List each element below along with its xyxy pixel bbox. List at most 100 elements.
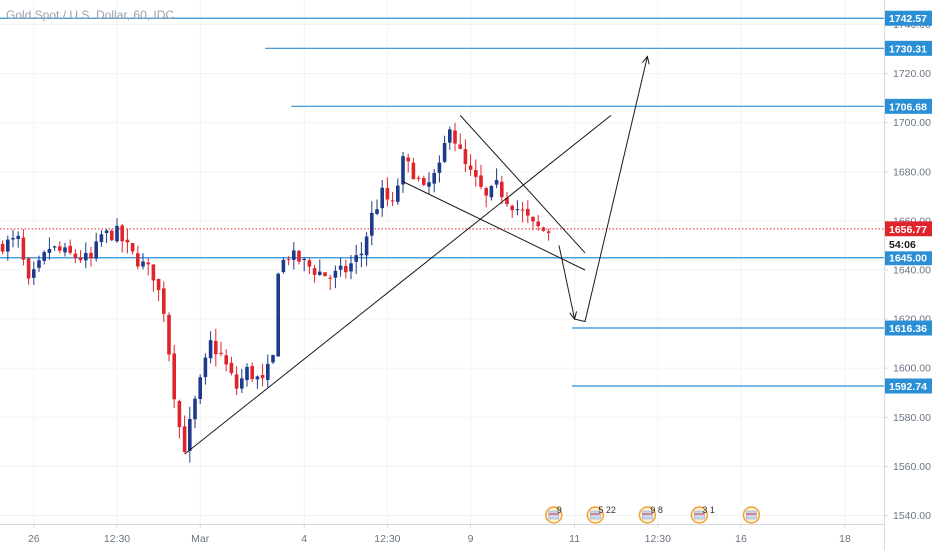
level-tag-bg xyxy=(885,320,932,336)
level-tag: 1645.00 xyxy=(889,253,927,265)
price-tick-label: 1640.00 xyxy=(893,265,931,277)
current-price-tag-bg xyxy=(885,221,932,237)
event-flag-inner xyxy=(548,510,560,520)
trend-line[interactable] xyxy=(459,115,586,254)
candle-body xyxy=(479,175,483,187)
candle-body xyxy=(474,170,478,177)
price-axis[interactable]: 1540.001560.001580.001600.001620.001640.… xyxy=(884,0,932,550)
candle-body xyxy=(375,209,379,214)
price-tick-label: 1540.00 xyxy=(893,510,931,522)
arrow-head-down xyxy=(569,311,577,321)
time-tick-label: 11 xyxy=(569,533,580,545)
event-flag-inner xyxy=(590,510,601,520)
event-count: 9 xyxy=(557,505,562,515)
candle-body xyxy=(364,236,369,256)
candle-body xyxy=(390,200,395,202)
horizontal-levels[interactable] xyxy=(0,17,884,387)
trend-line[interactable] xyxy=(402,181,586,271)
candle-body xyxy=(359,253,364,256)
candle-body xyxy=(99,234,104,242)
candle-body xyxy=(162,288,166,314)
candle-body xyxy=(546,231,551,233)
candle-body xyxy=(323,272,327,277)
countdown-tag: 54:06 xyxy=(889,239,916,251)
symbol-legend[interactable]: Gold Spot / U.S. Dollar, 60, IDC xyxy=(6,8,175,22)
candle-body xyxy=(26,258,31,279)
time-tick-label: 26 xyxy=(28,533,40,545)
trend-line[interactable] xyxy=(184,114,612,455)
candle-body xyxy=(115,225,119,242)
candle-body xyxy=(536,221,540,227)
price-axis-bg xyxy=(884,0,932,550)
candle-body xyxy=(0,243,5,252)
candle-body xyxy=(276,273,280,357)
candle-body xyxy=(494,180,499,185)
candle-body xyxy=(172,353,176,400)
level-tag: 1730.31 xyxy=(889,43,927,55)
candle-body xyxy=(219,352,223,354)
price-tick-label: 1720.00 xyxy=(893,68,931,80)
candle-body xyxy=(510,205,514,211)
level-tag-bg xyxy=(885,98,932,114)
candle-body xyxy=(94,241,98,259)
level-tag: 1616.36 xyxy=(889,323,927,335)
time-tick-label: 12:30 xyxy=(374,533,400,545)
price-tick-label: 1600.00 xyxy=(893,363,931,375)
candle-body xyxy=(234,374,239,389)
candle-body xyxy=(500,181,504,198)
candle-body xyxy=(6,239,10,252)
candle-body xyxy=(406,157,410,162)
level-tag-bg xyxy=(885,40,932,56)
candle-body xyxy=(318,271,322,275)
candle-body xyxy=(130,243,135,252)
time-tick-label: 12:30 xyxy=(104,533,130,545)
candle-body xyxy=(354,255,358,262)
level-tag-bg xyxy=(885,250,932,266)
event-markers[interactable]: 9 5 22 9 8 3 1 xyxy=(545,505,761,524)
candle-body xyxy=(156,278,161,291)
candle-body xyxy=(531,216,535,222)
current-price-tag: 1656.77 xyxy=(889,224,927,236)
chart-grid xyxy=(0,0,884,524)
time-tick-label: 16 xyxy=(735,533,747,545)
projection-path[interactable] xyxy=(558,56,648,323)
time-axis[interactable]: 26 12:30 Mar 4 12:30 9 11 12:30 16 18 xyxy=(0,524,884,550)
candle-body xyxy=(47,248,52,253)
candle-body xyxy=(312,268,317,275)
candle-body xyxy=(427,182,431,187)
candle-body xyxy=(208,340,213,359)
price-tick-label: 1560.00 xyxy=(893,461,931,473)
candle-body xyxy=(302,258,306,260)
level-tag: 1592.74 xyxy=(889,381,927,393)
candle-body xyxy=(453,130,457,144)
candle-body xyxy=(52,246,57,248)
event-flag-inner xyxy=(746,510,757,520)
candle-body xyxy=(125,239,130,243)
candle-body xyxy=(370,212,374,236)
candle-body xyxy=(141,261,145,267)
candle-body xyxy=(224,355,228,365)
candle-body xyxy=(541,227,546,231)
countdown-tag-bg xyxy=(885,236,932,252)
candle-body xyxy=(458,144,462,149)
candle-body xyxy=(151,264,156,281)
time-tick-label: 12:30 xyxy=(645,533,671,545)
candle-series xyxy=(0,122,551,463)
candle-body xyxy=(260,374,265,379)
candle-body xyxy=(11,238,15,240)
trend-drawings[interactable] xyxy=(184,55,650,455)
price-tick-label: 1680.00 xyxy=(893,166,931,178)
candle-body xyxy=(68,245,72,253)
candle-body xyxy=(401,156,405,185)
candle-body xyxy=(84,252,88,261)
candle-body xyxy=(286,259,291,261)
candle-body xyxy=(292,250,296,260)
candle-body xyxy=(396,185,400,202)
candle-body xyxy=(349,263,353,272)
candle-body xyxy=(307,260,312,267)
candle-body xyxy=(380,187,384,209)
price-tick-label: 1700.00 xyxy=(893,117,931,129)
candle-body xyxy=(104,230,109,233)
candle-body xyxy=(193,398,197,420)
